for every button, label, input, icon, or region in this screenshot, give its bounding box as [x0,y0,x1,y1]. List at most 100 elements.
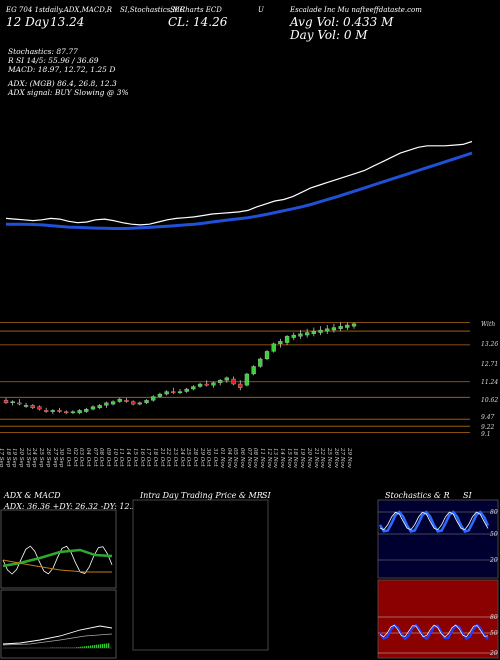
candle-body [57,410,62,412]
rsi-label-50: 50 [490,630,498,637]
date-axis-label: 18 Sep [4,448,11,468]
date-axis-label: 02 Oct [71,448,78,467]
macd-hist-bar [106,643,108,648]
date-axis-label: 21 Nov [312,448,319,468]
stoch-white-line [379,511,489,531]
sma-white-line [5,140,473,226]
candle-body [23,405,29,407]
macd-hist-bar [98,644,100,648]
date-axis-label: 06 Nov [238,448,245,468]
header-close: CL: 14.26 [168,15,228,29]
date-axis-label: 08 Oct [98,448,105,467]
date-axis-label: 20 Nov [305,448,312,468]
candle-body [258,358,263,367]
macd-hist-bar [70,647,72,648]
macd-readout: MACD: 18.97, 12.72, 1.25 D [8,65,116,74]
date-axis-label: 14 Nov [279,448,286,468]
intraday-panel-title: Intra Day Trading Price & MR [140,491,263,500]
candle-body [10,401,15,404]
macd-hist-bar [58,647,60,648]
rsi-blue-line [379,623,489,641]
date-axis-label: 13 Nov [272,448,279,468]
candle-body [97,405,102,409]
date-axis-label: 25 Sep [38,448,45,468]
macd-hist-bar [104,643,106,648]
stoch-label-80: 80 [490,509,498,516]
candle-body [171,391,176,393]
date-axis-label: 15 Nov [285,448,292,468]
candle-body [318,329,323,333]
date-axis-label: 18 Nov [292,448,299,468]
date-axis-label: 25 Nov [325,448,332,468]
date-axis-label: 27 Sep [51,448,58,468]
candle-body [338,326,343,329]
main-price-chart [0,140,473,433]
macd-panel-frame [0,589,117,659]
stoch-panel-title: Stochastics & R [385,491,450,500]
candle-body [77,410,82,414]
candle-body [37,406,42,410]
candle-body [151,396,156,401]
macd-hist-bar [74,647,76,648]
macd-signal-line [2,633,113,646]
adx-orange-line [2,559,112,573]
price-axis-label: 11.24 [481,379,499,386]
candle-body [271,343,276,352]
candle-body [157,393,163,397]
macd-hist-bar [72,647,74,648]
candle-body [311,331,316,334]
date-axis-label: 11 Oct [118,448,125,467]
date-axis-label: 01 Oct [64,448,71,467]
adx-panel-values: ADX: 36.36 +DY: 26.32 -DY: 12.28 [4,502,143,511]
macd-hist-bar [102,644,104,648]
price-axis-label: With [481,321,496,328]
stoch-label-20: 20 [490,557,498,564]
macd-hist-bar [66,647,68,648]
macd-hist-bar [60,647,62,648]
macd-hist-bar [96,644,98,648]
candle-body [238,383,243,388]
price-axis-label: 9.22 [481,424,495,431]
rsi-white-line [379,624,489,638]
date-axis-label: 16 Oct [138,448,145,467]
candle-body [278,341,283,345]
candle-body [144,400,149,404]
header-line-1d: U [258,6,264,14]
candle-body [325,328,330,332]
date-axis-label: 05 Nov [232,448,239,468]
macd-hist-bar [92,645,94,648]
candle-body [64,411,69,414]
intraday-panel-si: SI [262,491,271,500]
candle-body [110,401,116,405]
macd-hist-bar [52,647,54,648]
candle-body [3,400,9,404]
macd-hist-bar [84,646,86,648]
candle-body [284,336,290,343]
candle-body [345,324,350,328]
candle-body [231,378,236,385]
macd-hist-bar [86,646,88,648]
header-day-label: 12 Day [6,15,49,29]
date-axis-label: 27 Nov [339,448,346,468]
date-axis-label: 23 Oct [172,448,178,467]
candle-body [50,410,55,412]
header-avg-vol: Avg Vol: 0.433 M [290,15,394,29]
candle-body [124,400,129,402]
date-axis-label: 09 Oct [105,448,112,467]
header-line-1: EG 704 1stdaily.ADX,MACD,R [6,6,112,14]
candle-body [351,323,357,327]
date-axis-label: 30 Sep [58,448,65,468]
rsi-panel-frame [377,579,499,659]
candle-body [131,401,136,405]
adx-white-line [2,545,113,575]
adx-readout: ADX: (MGB) 86.4, 26.8, 12.3 [8,79,117,88]
date-axis-label: 29 Oct [198,448,205,467]
stoch-panel-si: SI [463,491,472,500]
date-axis-label: 03 Oct [78,448,85,467]
macd-hist-bar [94,645,96,648]
date-axis-label: 07 Nov [245,448,252,468]
date-axis-label: 19 Sep [11,448,18,468]
adx-panel-title: ADX & MACD [4,491,61,500]
date-axis-label: 24 Oct [178,448,185,467]
date-axis-label: 31 Oct [212,448,219,467]
